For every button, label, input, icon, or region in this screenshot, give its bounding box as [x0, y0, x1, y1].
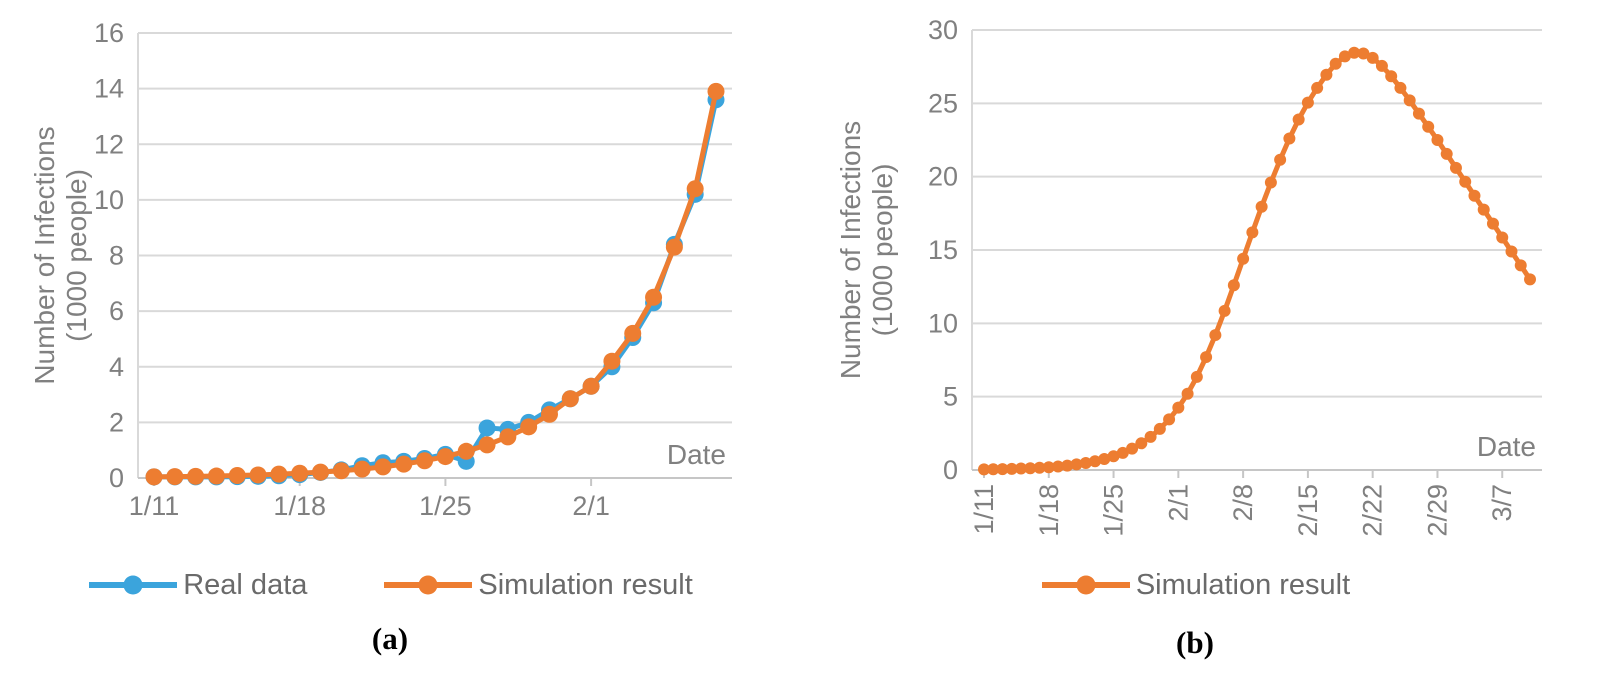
- x-tick-label: 1/11: [969, 484, 999, 535]
- x-tick-label: 2/8: [1228, 484, 1258, 522]
- svg-text:Number of Infections: Number of Infections: [29, 126, 60, 384]
- series-real-data: [145, 91, 725, 486]
- y-tick-label: 5: [943, 382, 958, 412]
- caption-b: (b): [1176, 625, 1214, 660]
- x-tick-label: 1/25: [419, 491, 472, 521]
- legend-marker-icon: [384, 575, 473, 595]
- y-tick-label: 10: [928, 308, 958, 338]
- y-tick-label: 25: [928, 88, 958, 118]
- y-tick-label: 0: [943, 455, 958, 485]
- y-tick-label: 14: [94, 74, 124, 104]
- chart-a: 0 2 4 6 8 10 12 14 16 1/11 1/18 1/25 2/1 Date Number o…: [20, 8, 780, 553]
- y-tick-label: 2: [109, 407, 124, 437]
- x-tick-label: 1/11: [129, 491, 180, 521]
- y-tick-label: 10: [94, 185, 124, 215]
- legend-label: Real data: [183, 568, 308, 601]
- legend-a: Real data Simulation result: [20, 563, 760, 607]
- caption-a: (a): [371, 621, 409, 656]
- x-tick-label: 2/29: [1422, 484, 1452, 537]
- x-tick-label: 2/22: [1358, 484, 1388, 537]
- y-axis-title: Number of Infections (1000 people): [29, 126, 92, 384]
- legend-item-simulation-result: Simulation result: [382, 568, 693, 602]
- series-simulation-result: [978, 46, 1536, 476]
- x-tick-label: 1/18: [1034, 484, 1064, 537]
- y-tick-label: 12: [94, 129, 124, 159]
- y-tick-label: 15: [928, 235, 958, 265]
- gridlines: [972, 29, 1542, 471]
- x-tick-label: 3/7: [1487, 484, 1517, 522]
- svg-text:(1000 people): (1000 people): [61, 169, 92, 342]
- x-tick-label: 1/18: [273, 491, 326, 521]
- legend-item-simulation-result: Simulation result: [1040, 569, 1350, 602]
- series-simulation-result: [145, 82, 725, 486]
- y-tick-label: 6: [109, 296, 124, 326]
- svg-text:(1000 people): (1000 people): [867, 164, 898, 337]
- y-tick-label: 4: [109, 352, 124, 382]
- y-tick-label: 0: [109, 463, 124, 493]
- y-tick-label: 20: [928, 162, 958, 192]
- y-tick-label: 16: [94, 18, 124, 48]
- x-axis-title: Date: [1477, 431, 1536, 462]
- y-axis-title: Number of Infections (1000 people): [835, 121, 898, 379]
- chart-b-svg: 0 5 10 15 20 25 30 1/11 1/18 1/25 2/1 2/8 2/15 2/22 2/…: [835, 15, 1542, 537]
- legend-label: Simulation result: [478, 568, 693, 601]
- legend-label: Simulation result: [1135, 568, 1351, 601]
- x-tick-label: 2/15: [1293, 484, 1323, 537]
- y-tick-label: 8: [109, 241, 124, 271]
- chart-b: 0 5 10 15 20 25 30 1/11 1/18 1/25 2/1 2/8 2/15 2/22 2/…: [800, 8, 1600, 573]
- gridlines: [138, 32, 732, 479]
- svg-text:Number of Infections: Number of Infections: [835, 121, 866, 379]
- chart-a-column: 0 2 4 6 8 10 12 14 16 1/11 1/18 1/25 2/1 Date Number o…: [0, 0, 780, 699]
- y-tick-label: 30: [928, 15, 958, 45]
- legend-b: Simulation result: [800, 563, 1590, 607]
- legend-item-real-data: Real data: [87, 569, 307, 602]
- legend-marker-icon: [89, 575, 178, 595]
- x-tick-label: 2/1: [572, 491, 610, 521]
- chart-a-svg: 0 2 4 6 8 10 12 14 16 1/11 1/18 1/25 2/1 Date Number o…: [29, 18, 732, 521]
- x-tick-label: 1/25: [1099, 484, 1129, 537]
- x-tick-label: 2/1: [1163, 484, 1193, 522]
- x-axis-title: Date: [667, 439, 726, 470]
- chart-b-column: 0 5 10 15 20 25 30 1/11 1/18 1/25 2/1 2/8 2/15 2/22 2/…: [780, 0, 1600, 699]
- legend-marker-icon: [1041, 575, 1130, 595]
